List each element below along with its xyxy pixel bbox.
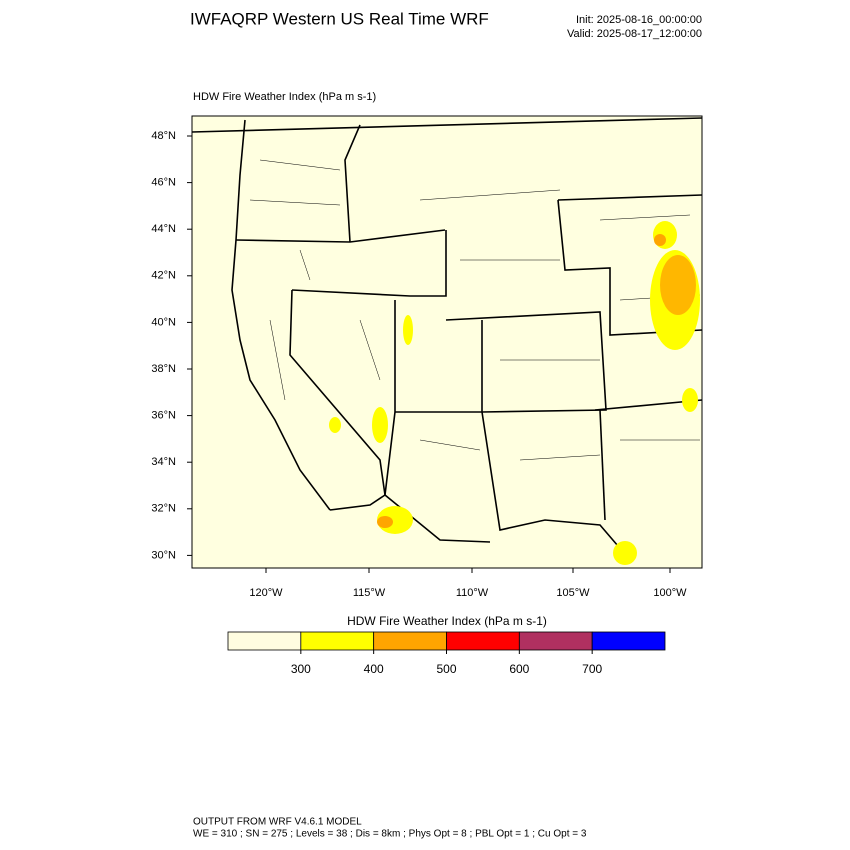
map-subtitle: HDW Fire Weather Index (hPa m s-1) <box>193 91 376 103</box>
colorbar-box <box>518 631 593 651</box>
colorbar-label: 600 <box>509 662 529 676</box>
lat-label: 36°N <box>151 410 176 422</box>
colorbar: 300 400 500 600 700 <box>227 631 666 676</box>
lon-label: 110°W <box>456 587 489 599</box>
colorbar-box <box>300 631 375 651</box>
lat-label: 30°N <box>151 549 176 561</box>
axis-labels: 48°N 46°N 44°N 42°N 40°N 38°N 36°N 34°N 32°N 30°N… <box>151 130 687 599</box>
lat-label: 42°N <box>151 270 176 282</box>
lat-label: 38°N <box>151 363 176 375</box>
lon-label: 105°W <box>556 587 590 599</box>
valid-time: Valid: 2025-08-17_12:00:00 <box>567 28 702 40</box>
colorbar-label: 300 <box>291 662 311 676</box>
lon-label: 115°W <box>353 587 386 599</box>
land-borders <box>191 117 703 561</box>
lat-label: 48°N <box>151 130 176 142</box>
init-time: Init: 2025-08-16_00:00:00 <box>576 14 702 26</box>
colorbar-title: HDW Fire Weather Index (hPa m s-1) <box>347 614 547 628</box>
lon-label: 100°W <box>653 587 687 599</box>
lat-label: 46°N <box>151 177 176 189</box>
map <box>191 115 703 569</box>
colorbar-box <box>373 631 447 651</box>
lon-label: 120°W <box>249 587 283 599</box>
colorbar-box <box>591 631 666 651</box>
lat-label: 44°N <box>151 223 176 235</box>
colorbar-label: 500 <box>436 662 456 676</box>
footer-line: OUTPUT FROM WRF V4.6.1 MODEL <box>193 817 362 828</box>
footer-line: WE = 310 ; SN = 275 ; Levels = 38 ; Dis … <box>193 829 587 840</box>
title: IWFAQRP Western US Real Time WRF <box>190 9 489 28</box>
lat-label: 34°N <box>151 456 176 468</box>
index-shading <box>329 221 700 565</box>
colorbar-label: 700 <box>582 662 602 676</box>
colorbar-box <box>446 631 520 651</box>
lat-label: 40°N <box>151 316 176 328</box>
lat-label: 32°N <box>151 503 176 515</box>
colorbar-label: 400 <box>364 662 384 676</box>
colorbar-box <box>227 631 302 651</box>
